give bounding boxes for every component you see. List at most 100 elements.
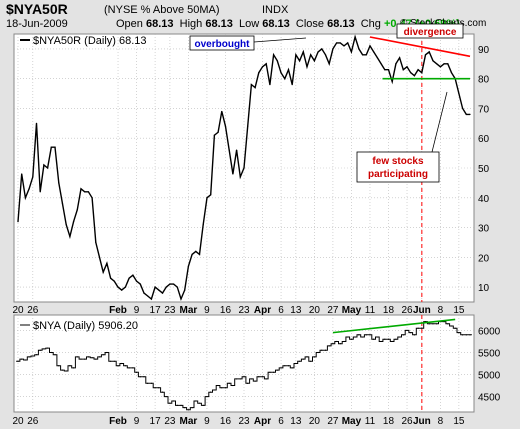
nya-data-point (391, 340, 393, 343)
bottom-x-tick-label: 15 (453, 416, 465, 427)
top-x-tick-label: 8 (438, 305, 444, 316)
top-y-tick-label: 50 (478, 164, 490, 175)
nya50r-data-point (217, 131, 219, 133)
symbol-title: $NYA50R (6, 1, 68, 17)
nya50r-data-point (154, 286, 156, 288)
nya50r-data-point (232, 173, 234, 175)
nya-data-point (17, 360, 19, 362)
open-label: Open (116, 18, 143, 30)
nya50r-data-point (269, 84, 271, 86)
top-x-tick-label: Apr (254, 305, 271, 316)
bottom-x-tick-label: 16 (220, 416, 232, 427)
nya50r-data-point (343, 45, 345, 47)
nya-data-point (161, 391, 164, 393)
nya-data-point (436, 323, 438, 325)
nya50r-data-point (298, 60, 301, 62)
nya-data-point (72, 367, 75, 369)
bottom-x-tick-label: 23 (164, 416, 176, 427)
nya50r-data-point (213, 134, 215, 136)
nya-data-point (310, 360, 312, 362)
nya-data-point (65, 370, 67, 372)
nya-data-point (317, 351, 319, 354)
nya50r-data-point (76, 209, 78, 211)
nya-data-point (347, 336, 349, 338)
nya-data-point (469, 334, 471, 336)
nya50r-data-point (98, 256, 101, 258)
nya50r-data-point (380, 63, 382, 65)
nya-data-point (198, 402, 201, 404)
bottom-x-tick-label: 27 (327, 416, 339, 427)
nya-data-point (76, 356, 78, 358)
nya50r-data-point (28, 188, 30, 190)
nya50r-data-point (224, 125, 227, 127)
nya-data-point (402, 334, 404, 336)
top-x-tick-label: 9 (134, 305, 140, 316)
nya-data-point (384, 338, 386, 340)
top-x-tick-label: May (342, 305, 362, 316)
top-x-tick-label: 26 (401, 305, 413, 316)
top-legend-label: $NYA50R (Daily) 68.13 (33, 35, 147, 47)
nya50r-data-point (113, 280, 115, 282)
top-x-tick-label: Feb (109, 305, 127, 316)
top-y-tick-label: 80 (478, 75, 490, 86)
nya-data-point (447, 323, 449, 325)
nya50r-data-point (210, 194, 212, 196)
few-stocks-box (356, 151, 440, 183)
close-label: Close (295, 18, 325, 30)
nya50r-data-point (447, 63, 449, 65)
nya50r-data-point (228, 149, 230, 151)
nya-data-point (228, 382, 230, 384)
top-x-tick-label: 26 (27, 305, 39, 316)
nya50r-data-point (135, 280, 138, 282)
nya-data-point (273, 371, 275, 373)
nya-data-point (187, 409, 190, 411)
nya-data-point (287, 365, 290, 367)
nya-data-point (380, 340, 382, 343)
nya-data-point (232, 384, 234, 387)
top-x-tick-label: 23 (164, 305, 176, 316)
nya-data-point (202, 404, 204, 406)
nya-data-point (298, 360, 301, 362)
nya50r-data-point (254, 87, 256, 89)
nya50r-data-point (21, 173, 23, 175)
bottom-x-tick-label: 20 (12, 416, 24, 427)
top-y-tick-label: 90 (478, 45, 490, 56)
nya50r-data-point (399, 57, 401, 59)
nya50r-data-point (206, 197, 208, 199)
nya50r-data-point (376, 57, 378, 59)
nya50r-data-point (324, 54, 327, 56)
nya-data-point (124, 365, 127, 367)
nya-data-point (373, 338, 375, 340)
nya-data-point (32, 355, 34, 357)
nya-data-point (269, 371, 271, 373)
bottom-x-tick-label: 17 (150, 416, 162, 427)
nya50r-data-point (173, 283, 175, 285)
nya50r-data-point (35, 122, 38, 124)
nya50r-data-point (317, 51, 319, 53)
nya-data-point (47, 347, 49, 349)
nya50r-data-point (395, 63, 397, 65)
nya50r-data-point (291, 84, 293, 86)
nya-data-point (102, 354, 104, 356)
nya50r-data-point (354, 36, 356, 38)
nya-data-point (354, 336, 356, 338)
nya50r-data-point (417, 69, 419, 71)
nya-data-point (313, 356, 315, 358)
nya-data-point (80, 358, 82, 360)
nya-data-point (280, 367, 282, 369)
nya-data-point (350, 338, 353, 340)
nya50r-data-point (369, 45, 371, 47)
nya-data-point (450, 325, 453, 327)
nya-data-point (343, 340, 345, 343)
nya-data-point (69, 365, 71, 367)
nya50r-data-point (391, 81, 393, 83)
open-value: 68.13 (145, 18, 174, 30)
nya50r-data-point (321, 48, 323, 50)
nya50r-data-point (84, 191, 86, 193)
nya-data-point (210, 391, 212, 393)
nya-data-point (180, 404, 182, 406)
nya-data-point (358, 334, 360, 336)
nya-data-point (387, 338, 390, 340)
nya-data-point (235, 378, 238, 380)
nya50r-data-point (387, 69, 390, 71)
